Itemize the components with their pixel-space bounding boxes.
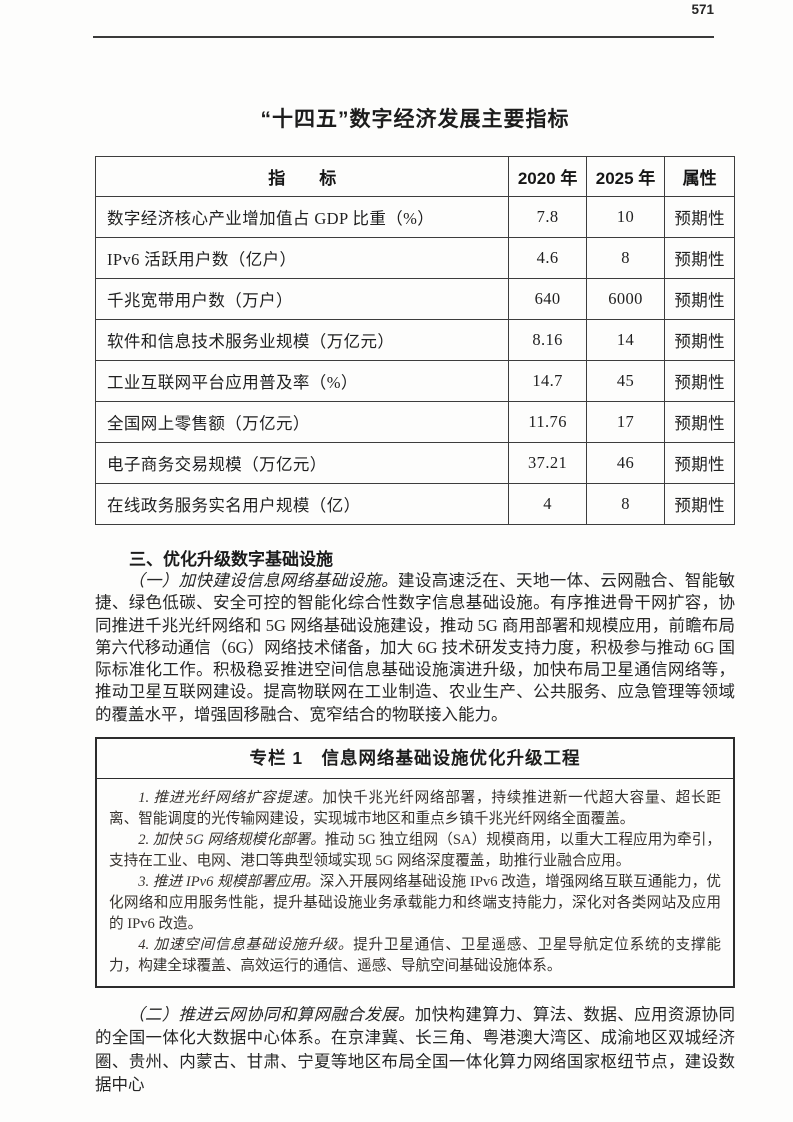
- cell-2025: 14: [585, 319, 666, 361]
- cell-indicator: 工业互联网平台应用普及率（%）: [94, 360, 510, 402]
- table-row: 在线政务服务实名用户规模（亿） 4 8 预期性: [94, 483, 735, 525]
- cell-2020: 11.76: [508, 401, 587, 443]
- cell-indicator: 千兆宽带用户数（万户）: [94, 278, 510, 320]
- cell-2020: 640: [508, 278, 587, 320]
- panel-item-text: 加快千兆光纤网络部署，持续推进新一代超大容量、超长距离、智能调度的光传输网建设，…: [109, 790, 721, 827]
- cell-attribute: 预期性: [664, 196, 735, 238]
- indicators-table-container: 指 标 2020 年 2025 年 属性 数字经济核心产业增加值占 GDP 比重…: [94, 156, 735, 525]
- cell-attribute: 预期性: [664, 237, 735, 279]
- panel-item-text: 推动 5G 独立组网（SA）规模商用，以重大工程应用为牵引，支持在工业、电网、港…: [109, 832, 721, 869]
- cell-2020: 37.21: [508, 442, 587, 484]
- panel-item-2: 2. 加快 5G 网络规模化部署。推动 5G 独立组网（SA）规模商用，以重大工…: [109, 830, 721, 872]
- panel-item-lead: 2. 加快 5G 网络规模化部署。: [138, 832, 325, 848]
- cell-2020: 8.16: [508, 319, 587, 361]
- panel-item-lead: 4. 加速空间信息基础设施升级。: [138, 937, 354, 953]
- panel-item-text: 深入开展网络基础设施 IPv6 改造，增强网络互联互通能力，优化网络和应用服务性…: [109, 874, 721, 932]
- paragraph-lead-in: （一）加快建设信息网络基础设施。: [128, 571, 398, 590]
- table-row: 软件和信息技术服务业规模（万亿元） 8.16 14 预期性: [94, 319, 735, 361]
- cell-attribute: 预期性: [664, 442, 735, 484]
- body-paragraph-2: （二）推进云网协同和算网融合发展。加快构建算力、算法、数据、应用资源协同的全国一…: [95, 1003, 735, 1096]
- panel-body: 1. 推进光纤网络扩容提速。加快千兆光纤网络部署，持续推进新一代超大容量、超长距…: [97, 779, 733, 977]
- cell-2025: 8: [585, 483, 666, 525]
- cell-2025: 6000: [585, 278, 666, 320]
- column-box-panel: 专栏 1 信息网络基础设施优化升级工程 1. 推进光纤网络扩容提速。加快千兆光纤…: [95, 737, 735, 988]
- cell-2020: 14.7: [508, 360, 587, 402]
- table-row: 数字经济核心产业增加值占 GDP 比重（%） 7.8 10 预期性: [94, 196, 735, 238]
- page-number: 571: [691, 2, 714, 17]
- cell-attribute: 预期性: [664, 319, 735, 361]
- body-paragraph-1: （一）加快建设信息网络基础设施。建设高速泛在、天地一体、云网融合、智能敏捷、绿色…: [95, 570, 735, 726]
- paragraph-lead-in: （二）推进云网协同和算网融合发展。: [128, 1005, 415, 1024]
- section-heading: 三、优化升级数字基础设施: [129, 550, 333, 569]
- cell-indicator: 全国网上零售额（万亿元）: [94, 401, 510, 443]
- col-header-2025: 2025 年: [585, 156, 666, 197]
- table-row: 千兆宽带用户数（万户） 640 6000 预期性: [94, 278, 735, 320]
- table-header-row: 指 标 2020 年 2025 年 属性: [94, 156, 735, 197]
- cell-2025: 17: [585, 401, 666, 443]
- panel-item-lead: 1. 推进光纤网络扩容提速。: [138, 790, 323, 806]
- panel-title: 专栏 1 信息网络基础设施优化升级工程: [97, 739, 733, 779]
- cell-2025: 8: [585, 237, 666, 279]
- panel-item-text: 提升卫星通信、卫星遥感、卫星导航定位系统的支撑能力，构建全球覆盖、高效运行的通信…: [109, 937, 721, 974]
- paragraph-text: 建设高速泛在、天地一体、云网融合、智能敏捷、绿色低碳、安全可控的智能化综合性数字…: [95, 571, 736, 724]
- panel-item-lead: 3. 推进 IPv6 规模部署应用。: [138, 874, 320, 890]
- header-rule: [93, 36, 714, 38]
- cell-2025: 10: [585, 196, 666, 238]
- cell-indicator: 数字经济核心产业增加值占 GDP 比重（%）: [94, 196, 510, 238]
- panel-item-1: 1. 推进光纤网络扩容提速。加快千兆光纤网络部署，持续推进新一代超大容量、超长距…: [109, 788, 721, 830]
- indicators-table: 指 标 2020 年 2025 年 属性 数字经济核心产业增加值占 GDP 比重…: [94, 156, 735, 525]
- col-header-2020: 2020 年: [508, 156, 587, 197]
- panel-item-4: 4. 加速空间信息基础设施升级。提升卫星通信、卫星遥感、卫星导航定位系统的支撑能…: [109, 935, 721, 977]
- paragraph-text: 加快构建算力、算法、数据、应用资源协同的全国一体化大数据中心体系。在京津冀、长三…: [95, 1005, 736, 1094]
- cell-indicator: IPv6 活跃用户数（亿户）: [94, 237, 510, 279]
- cell-attribute: 预期性: [664, 483, 735, 525]
- cell-attribute: 预期性: [664, 278, 735, 320]
- table-row: 工业互联网平台应用普及率（%） 14.7 45 预期性: [94, 360, 735, 402]
- cell-attribute: 预期性: [664, 401, 735, 443]
- col-header-indicator: 指 标: [94, 156, 510, 197]
- cell-2020: 4.6: [508, 237, 587, 279]
- table-row: 全国网上零售额（万亿元） 11.76 17 预期性: [94, 401, 735, 443]
- col-header-attribute: 属性: [664, 156, 735, 197]
- table-row: 电子商务交易规模（万亿元） 37.21 46 预期性: [94, 442, 735, 484]
- cell-2020: 7.8: [508, 196, 587, 238]
- cell-indicator: 软件和信息技术服务业规模（万亿元）: [94, 319, 510, 361]
- cell-indicator: 在线政务服务实名用户规模（亿）: [94, 483, 510, 525]
- cell-attribute: 预期性: [664, 360, 735, 402]
- panel-item-3: 3. 推进 IPv6 规模部署应用。深入开展网络基础设施 IPv6 改造，增强网…: [109, 872, 721, 935]
- cell-2020: 4: [508, 483, 587, 525]
- cell-2025: 45: [585, 360, 666, 402]
- table-row: IPv6 活跃用户数（亿户） 4.6 8 预期性: [94, 237, 735, 279]
- cell-indicator: 电子商务交易规模（万亿元）: [94, 442, 510, 484]
- document-title: “十四五”数字经济发展主要指标: [260, 108, 570, 131]
- cell-2025: 46: [585, 442, 666, 484]
